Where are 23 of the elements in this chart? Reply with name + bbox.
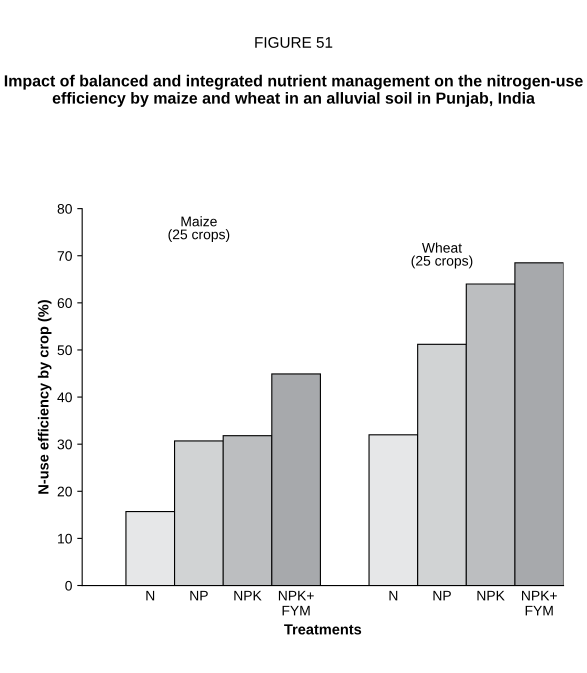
y-tick-label: 50 bbox=[58, 345, 72, 356]
x-tick-label: NPK+ FYM bbox=[522, 590, 557, 616]
y-tick-label: 20 bbox=[58, 486, 72, 496]
chart-title: FIGURE 51 bbox=[255, 37, 332, 48]
x-tick-label: NPK+ FYM bbox=[278, 590, 314, 616]
chart-subtitle: Impact of balanced and integrated nutrient management on the nitrogen-use efficiency by maize and wheat in an alluvial soil in Punjab, India bbox=[4, 74, 583, 107]
y-tick-label: 30 bbox=[58, 440, 72, 450]
x-tick-label: NP bbox=[190, 590, 208, 600]
y-tick-label: 80 bbox=[58, 204, 72, 214]
x-tick-label: N bbox=[389, 590, 398, 600]
x-tick-label: NPK bbox=[234, 590, 262, 600]
annotation: Maize (25 crops) bbox=[168, 216, 230, 242]
y-tick-label: 0 bbox=[65, 580, 72, 591]
y-tick-label: 60 bbox=[58, 298, 72, 308]
x-tick-label: N bbox=[146, 590, 154, 600]
x-tick-label: NP bbox=[433, 590, 451, 600]
y-axis-title: N-use efficiency by crop (%) bbox=[38, 300, 52, 494]
x-tick-label: NPK bbox=[477, 590, 505, 600]
y-tick-label: 10 bbox=[58, 534, 72, 544]
y-tick-label: 40 bbox=[57, 392, 72, 402]
annotation: Wheat (25 crops) bbox=[412, 242, 472, 268]
x-axis-title: Treatments bbox=[284, 624, 362, 635]
y-tick-label: 70 bbox=[58, 251, 72, 261]
